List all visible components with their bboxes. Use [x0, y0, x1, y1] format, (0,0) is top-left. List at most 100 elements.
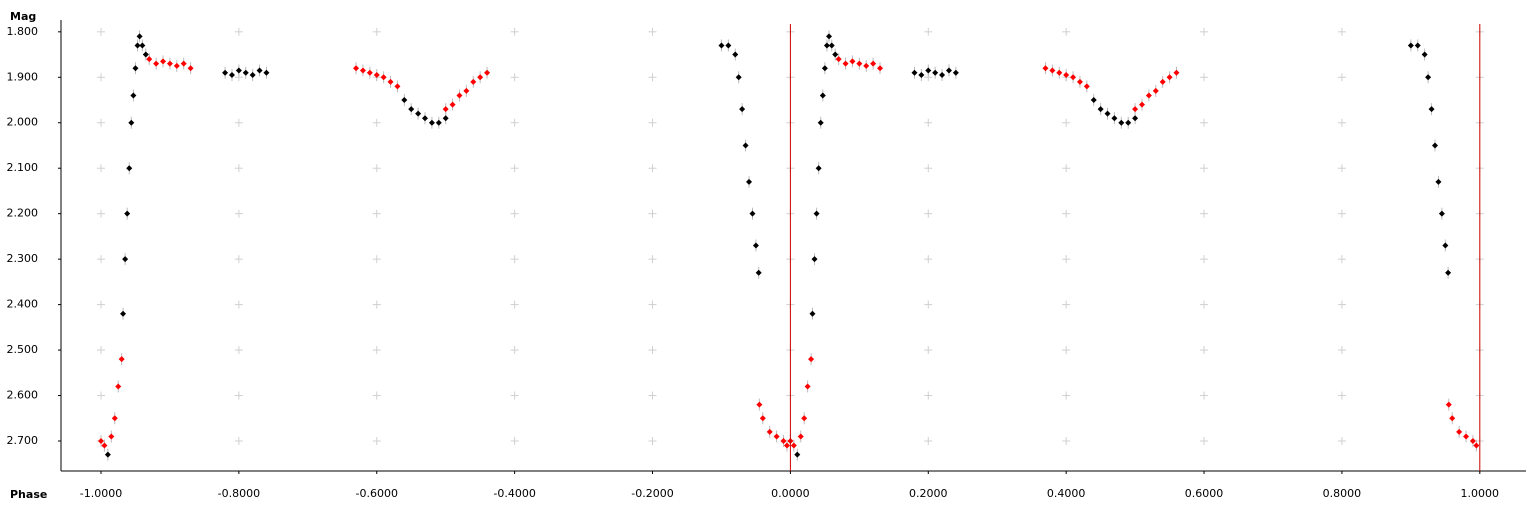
- data-point: [1132, 106, 1139, 113]
- data-point: [809, 310, 816, 317]
- data-point: [918, 72, 925, 79]
- data-point: [752, 242, 759, 249]
- data-point: [1118, 119, 1125, 126]
- data-point: [428, 119, 435, 126]
- data-point: [366, 69, 373, 76]
- data-point: [1442, 242, 1449, 249]
- data-point: [463, 87, 470, 94]
- data-point: [359, 67, 366, 74]
- data-point: [1042, 65, 1049, 72]
- data-point: [1414, 42, 1421, 49]
- data-point: [877, 65, 884, 72]
- y-tick-label: 2.700: [7, 434, 39, 447]
- data-point: [401, 97, 408, 104]
- data-point: [1132, 115, 1139, 122]
- data-point: [139, 42, 146, 49]
- data-point: [790, 442, 797, 449]
- x-tick-label: -1.0000: [80, 487, 122, 500]
- data-point: [422, 115, 429, 122]
- x-tick-label: -0.6000: [356, 487, 398, 500]
- data-point: [939, 72, 946, 79]
- data-point: [373, 72, 380, 79]
- data-point: [817, 119, 824, 126]
- data-point: [1083, 83, 1090, 90]
- x-tick-label: 1.0000: [1461, 487, 1500, 500]
- data-point: [104, 451, 111, 458]
- data-point: [1449, 415, 1456, 422]
- data-point: [408, 106, 415, 113]
- data-point: [394, 83, 401, 90]
- data-point: [718, 42, 725, 49]
- data-point: [1435, 178, 1442, 185]
- data-point: [783, 442, 790, 449]
- x-tick-label: 0.6000: [1185, 487, 1224, 500]
- data-point: [811, 256, 818, 263]
- data-point: [97, 437, 104, 444]
- data-point: [725, 42, 732, 49]
- data-point: [735, 74, 742, 81]
- data-point: [1063, 72, 1070, 79]
- data-point: [353, 65, 360, 72]
- x-tick-label: -0.4000: [493, 487, 535, 500]
- data-point: [1152, 87, 1159, 94]
- data-point: [484, 69, 491, 76]
- data-point: [187, 65, 194, 72]
- data-point: [801, 415, 808, 422]
- y-tick-label: 2.100: [7, 161, 39, 174]
- data-point: [1438, 210, 1445, 217]
- data-point: [1445, 269, 1452, 276]
- data-point: [911, 69, 918, 76]
- data-point: [435, 119, 442, 126]
- data-point: [153, 60, 160, 67]
- data-point: [1428, 106, 1435, 113]
- data-point: [1097, 106, 1104, 113]
- y-tick-label: 2.600: [7, 389, 39, 402]
- data-point: [449, 101, 456, 108]
- data-point: [1090, 97, 1097, 104]
- data-point: [870, 60, 877, 67]
- data-point: [808, 356, 815, 363]
- data-point: [1070, 74, 1077, 81]
- data-point: [122, 256, 129, 263]
- data-point: [766, 428, 773, 435]
- data-point: [826, 33, 833, 40]
- data-point: [821, 65, 828, 72]
- data-point: [1049, 67, 1056, 74]
- data-point: [470, 78, 477, 85]
- y-tick-label: 2.200: [7, 207, 39, 220]
- data-point: [442, 106, 449, 113]
- data-point: [832, 51, 839, 58]
- data-point: [849, 58, 856, 65]
- data-point: [242, 69, 249, 76]
- data-point: [746, 178, 753, 185]
- data-point: [842, 60, 849, 67]
- data-point: [1166, 74, 1173, 81]
- data-point: [823, 42, 830, 49]
- data-point: [126, 165, 133, 172]
- data-point: [1125, 119, 1132, 126]
- data-point: [759, 415, 766, 422]
- data-point: [1431, 142, 1438, 149]
- y-axis-label: Mag: [10, 10, 36, 23]
- data-point: [128, 119, 135, 126]
- data-point: [263, 69, 270, 76]
- y-tick-label: 1.900: [7, 70, 39, 83]
- data-point: [222, 69, 229, 76]
- data-point: [1173, 69, 1180, 76]
- data-point: [1111, 115, 1118, 122]
- data-point: [1056, 69, 1063, 76]
- x-tick-label: -0.8000: [218, 487, 260, 500]
- x-tick-label: -0.2000: [631, 487, 673, 500]
- data-point: [794, 451, 801, 458]
- data-point: [1159, 78, 1166, 85]
- data-point: [249, 72, 256, 79]
- data-point: [1421, 51, 1428, 58]
- data-point: [1473, 442, 1480, 449]
- data-point: [130, 92, 137, 99]
- data-point: [780, 437, 787, 444]
- x-axis-label: Phase: [10, 488, 47, 501]
- x-tick-label: 0.0000: [771, 487, 810, 500]
- data-point: [819, 92, 826, 99]
